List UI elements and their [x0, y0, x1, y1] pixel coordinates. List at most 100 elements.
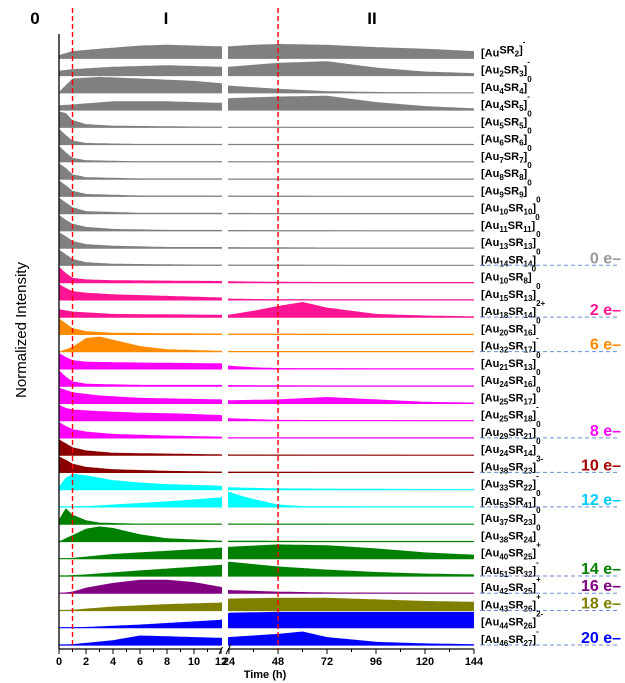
- series-label: [Au4SR5]-: [481, 92, 530, 113]
- axis-break-gap: [222, 39, 228, 647]
- series-5: [59, 111, 474, 128]
- series-areas: [59, 44, 474, 646]
- x-tick-label: 144: [465, 656, 484, 668]
- x-tick-label: 6: [137, 656, 143, 668]
- series-area: [59, 597, 474, 611]
- series-label: [Au40SR25]+: [481, 541, 541, 562]
- series-label: [Au42SR25]+: [481, 575, 541, 596]
- series-20: [59, 370, 474, 387]
- electron-count-label: 14 e–: [581, 561, 621, 578]
- series-area: [59, 318, 474, 335]
- series-label: [Au24SR14]0: [481, 437, 541, 458]
- series-19: [59, 353, 474, 370]
- series-34: [59, 611, 474, 629]
- series-label: [Au10SR8]0: [481, 265, 537, 286]
- series-26: [59, 473, 474, 491]
- series-24: [59, 439, 474, 456]
- series-area: [59, 76, 474, 93]
- series-22: [59, 404, 474, 422]
- series-area: [59, 561, 474, 576]
- series-7: [59, 145, 474, 163]
- series-label: [Au5SR5]0: [481, 109, 532, 130]
- series-label: [Au14SR14]0: [481, 247, 541, 268]
- x-tick-label: 96: [370, 656, 382, 668]
- series-label: [Au20SR16]0: [481, 316, 541, 337]
- x-tick-label: 72: [321, 656, 333, 668]
- x-tick-label: 48: [272, 656, 284, 668]
- series-label: [Au38SR24]0: [481, 524, 541, 545]
- series-15: [59, 284, 474, 301]
- series-33: [59, 597, 474, 612]
- series-14: [59, 266, 474, 284]
- x-tick-label: 0: [56, 656, 62, 668]
- series-6: [59, 128, 474, 146]
- series-label: [Au44SR26]2-: [481, 610, 544, 631]
- series-area: [59, 302, 474, 318]
- region-label: II: [367, 9, 376, 28]
- series-label: [Au25SR18]-: [481, 403, 539, 424]
- electron-count-label: 20 e–: [581, 630, 621, 647]
- region-label: I: [164, 9, 169, 28]
- series-area: [59, 491, 474, 507]
- series-label: [Au25SR17]0: [481, 385, 541, 406]
- series-label: [Au13SR13]0: [481, 230, 541, 251]
- series-label: [Au51SR32]-: [481, 558, 539, 579]
- series-21: [59, 387, 474, 404]
- x-tick-label: 24: [223, 656, 236, 668]
- series-label: [Au37SR23]0: [481, 506, 541, 527]
- series-area: [59, 611, 474, 628]
- series-12: [59, 232, 474, 249]
- series-23: [59, 422, 474, 439]
- series-29: [59, 526, 474, 543]
- series-area: [59, 197, 474, 214]
- series-2: [59, 61, 474, 77]
- series-label: [Au38SR23]3-: [481, 454, 544, 475]
- series-35: [59, 631, 474, 646]
- series-label: [AuSR2]-: [481, 37, 526, 59]
- series-area: [59, 370, 474, 387]
- series-area: [59, 128, 474, 145]
- electron-count-label: 12 e–: [581, 492, 621, 509]
- series-area: [59, 387, 474, 404]
- overlay: 0 I II: [30, 8, 377, 649]
- x-tick-label: 2: [83, 656, 89, 668]
- x-tick-label: 10: [188, 656, 200, 668]
- series-area: [59, 579, 474, 594]
- series-area: [59, 439, 474, 456]
- series-label: [Au6SR6]0: [481, 127, 532, 148]
- series-4: [59, 95, 474, 111]
- series-area: [59, 508, 474, 525]
- series-label: [Au29SR21]0: [481, 420, 541, 441]
- series-area: [59, 404, 474, 421]
- series-1: [59, 44, 474, 59]
- series-label: [Au2SR3]-: [481, 58, 530, 79]
- series-label: [Au10SR10]0: [481, 196, 541, 217]
- series-area: [59, 284, 474, 300]
- series-area: [59, 44, 474, 59]
- series-3: [59, 76, 474, 94]
- series-25: [59, 456, 474, 473]
- series-10: [59, 197, 474, 215]
- series-17: [59, 318, 474, 335]
- series-area: [59, 544, 474, 559]
- series-area: [59, 145, 474, 162]
- series-area: [59, 336, 474, 352]
- series-area: [59, 473, 474, 490]
- series-area: [59, 111, 474, 128]
- series-label: [Au53SR41]0: [481, 489, 541, 510]
- series-label: [Au7SR7]0: [481, 144, 532, 165]
- series-label: [Au33SR22]-: [481, 472, 539, 493]
- series-16: [59, 302, 474, 318]
- series-area: [59, 353, 474, 369]
- series-labels: [AuSR2]-[Au2SR3]-[Au4SR4]0[Au4SR5]-[Au5S…: [481, 37, 546, 648]
- series-label: [Au21SR13]0: [481, 351, 541, 372]
- x-axis-title: Time (h): [244, 669, 287, 681]
- series-area: [59, 95, 474, 110]
- series-area: [59, 215, 474, 231]
- electron-count-label: 2 e–: [590, 302, 621, 319]
- series-label: [Au32SR17]-: [481, 334, 539, 355]
- series-label: [Au18SR14]2+: [481, 299, 546, 320]
- series-8: [59, 163, 474, 180]
